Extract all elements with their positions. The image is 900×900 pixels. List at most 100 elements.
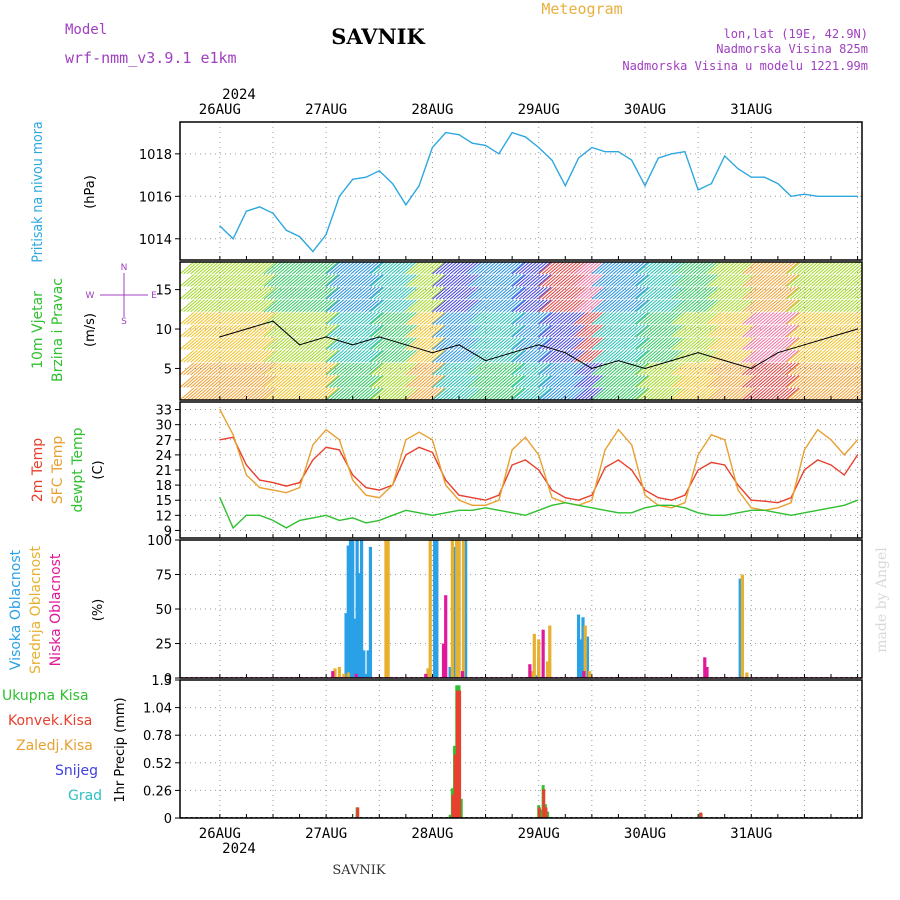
wind-barb (343, 299, 359, 313)
wind-barb (832, 286, 848, 300)
wind-barb (299, 274, 314, 287)
wind-barb (263, 375, 279, 388)
model-name: wrf-nmm_v3.9.1 e1km (65, 49, 237, 67)
wind-barb (793, 274, 809, 287)
wind-barb (635, 274, 651, 287)
wind-barb (667, 349, 683, 363)
wind-barb (211, 375, 227, 388)
wind-barb (478, 311, 493, 325)
wind-barb (570, 337, 585, 350)
wind-barb (471, 274, 486, 287)
wind-barb (446, 375, 461, 388)
wind-barb (853, 367, 862, 376)
wind-barb (488, 324, 504, 338)
wind-barb (724, 362, 740, 376)
data-point (338, 195, 341, 197)
wind-barb (814, 262, 830, 275)
bar-precip (539, 809, 543, 818)
wind-barb (699, 362, 715, 376)
wind-barb (193, 299, 209, 313)
data-point (710, 182, 713, 185)
wind-barb (756, 349, 771, 363)
wind-barb (324, 362, 339, 376)
wind-barb (612, 349, 628, 363)
wind-barb (635, 286, 651, 300)
data-point (431, 146, 434, 149)
wind-barb (860, 272, 862, 275)
wind-barb (738, 324, 754, 338)
wind-barb (609, 349, 624, 363)
wind-barb (811, 362, 826, 376)
wind-barb (602, 299, 617, 313)
wind-barb (502, 311, 518, 325)
wind-barb (281, 349, 297, 363)
data-point (538, 469, 540, 471)
wind-barb (254, 324, 269, 338)
wind-barb (807, 349, 823, 363)
wind-barb (766, 311, 782, 325)
wind-barb (857, 294, 862, 300)
wind-barb (232, 375, 248, 388)
wind-barb (821, 375, 837, 388)
data-point (830, 439, 832, 441)
wind-barb (211, 387, 227, 400)
wind-barb (857, 269, 862, 275)
bar-precip (448, 814, 452, 818)
wind-barb (329, 362, 345, 376)
data-point (697, 454, 699, 456)
wind-barb (763, 375, 779, 388)
wind-barb (623, 387, 639, 400)
wind-barb (828, 349, 844, 363)
wind-barb (681, 274, 697, 287)
wind-barb (522, 299, 538, 313)
wind-barb (742, 274, 757, 287)
wind-barb (860, 335, 862, 338)
compass-west: W (86, 291, 95, 301)
wind-barb (380, 349, 396, 363)
wind-barb (384, 274, 399, 287)
wind-barb (229, 349, 244, 363)
wind-barb (533, 311, 548, 325)
wind-barb (674, 299, 690, 313)
wind-barb (807, 274, 823, 287)
data-point (405, 454, 407, 456)
wind-barb (211, 262, 227, 275)
wind-barb (495, 362, 511, 376)
data-point (617, 151, 620, 153)
wind-barb (186, 362, 202, 376)
wind-barb (536, 362, 552, 376)
wind-barb (605, 387, 621, 400)
wind-barb (727, 387, 743, 400)
bar-cloud (528, 664, 532, 678)
wind-barb (254, 262, 269, 275)
wind-barb (190, 286, 205, 300)
data-point (524, 514, 527, 516)
wind-barb (435, 349, 451, 363)
wind-barb (309, 286, 325, 300)
wind-barb (843, 387, 858, 400)
wind-barb (320, 311, 336, 325)
wind-barb (288, 387, 304, 400)
wind-barb (828, 262, 844, 275)
temp-2m-title: 2m Temp (30, 438, 46, 502)
wind-barb (828, 375, 844, 388)
data-point (830, 464, 832, 466)
wind-barb (453, 286, 469, 300)
wind-barb (742, 324, 757, 338)
wind-barb (789, 311, 805, 325)
wind-barb (756, 337, 771, 350)
wind-barb (364, 362, 380, 376)
wind-barb (657, 274, 672, 287)
wind-barb (263, 349, 279, 363)
wind-barb (313, 262, 329, 275)
wind-barb (649, 286, 665, 300)
wind-barb (756, 274, 771, 287)
wind-barb (598, 262, 614, 275)
wind-barb (295, 387, 311, 400)
wind-barb (332, 262, 348, 275)
wind-barb (324, 311, 339, 325)
wind-barb (204, 274, 220, 287)
wind-barb (401, 274, 417, 287)
wind-barb (832, 299, 848, 313)
wind-barb (752, 299, 768, 313)
